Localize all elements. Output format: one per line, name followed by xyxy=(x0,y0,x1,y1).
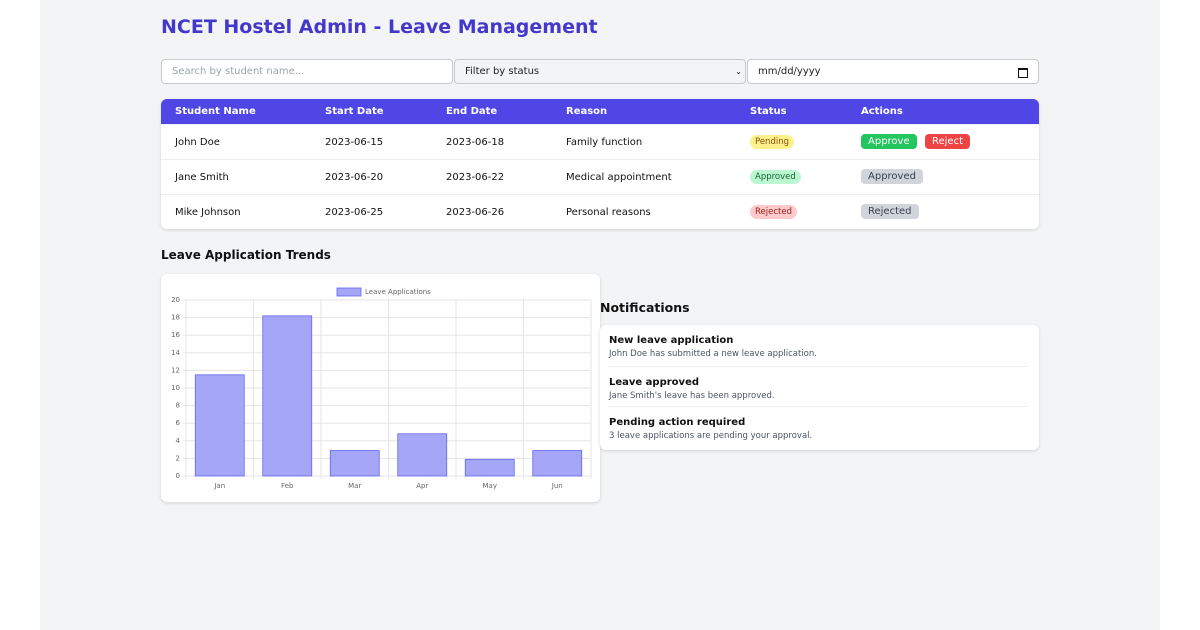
y-tick-label: 16 xyxy=(171,331,180,339)
bar xyxy=(532,450,583,477)
table-row: Jane Smith 2023-06-20 2023-06-22 Medical ap… xyxy=(161,159,1039,195)
cell: Jane Smith xyxy=(175,172,229,183)
cell: 2023-06-26 xyxy=(446,207,505,218)
legend-swatch xyxy=(336,287,362,297)
chart-card: 0 2 4 6 8 10 12 14 16 18 20 Leave Applications Jan Fe… xyxy=(161,274,600,502)
cell: 2023-06-25 xyxy=(325,207,384,218)
table-row: John Doe 2023-06-15 2023-06-18 Family funct… xyxy=(161,124,1039,160)
bar xyxy=(464,458,515,477)
notification: New leave application John Doe has submit… xyxy=(609,325,1029,365)
notification: Leave approved Jane Smith's leave has bee… xyxy=(609,365,1029,407)
y-tick-label: 12 xyxy=(171,366,180,374)
y-tick-label: 6 xyxy=(176,419,181,427)
notification-title: New leave application xyxy=(609,335,734,346)
status-badge: Rejected xyxy=(750,205,797,219)
x-tick-label: May xyxy=(483,482,497,490)
bar xyxy=(397,433,448,477)
column-header: Student Name xyxy=(175,106,256,117)
table-header: Student Name Start Date End Date Reason Stat… xyxy=(161,99,1039,124)
cell: Family function xyxy=(566,137,643,148)
status-filter-label: Filter by status xyxy=(465,66,540,77)
date-input[interactable]: mm/dd/yyyy xyxy=(747,59,1039,84)
cell: 2023-06-15 xyxy=(325,137,384,148)
search-input[interactable]: Search by student name... xyxy=(161,59,453,84)
bar xyxy=(194,374,245,477)
chart: 0 2 4 6 8 10 12 14 16 18 20 Leave Applications Jan Fe… xyxy=(171,287,592,490)
y-tick-label: 4 xyxy=(176,437,181,445)
x-tick-label: Apr xyxy=(416,482,428,490)
bar xyxy=(329,450,380,477)
y-tick-label: 14 xyxy=(171,349,180,357)
notification-title: Pending action required xyxy=(609,417,746,428)
notification-text: John Doe has submitted a new leave appli… xyxy=(609,349,817,359)
notification-text: Jane Smith's leave has been approved. xyxy=(609,390,775,401)
x-tick-label: Jan xyxy=(213,482,225,490)
leave-table: Student Name Start Date End Date Reason Stat… xyxy=(161,99,1039,229)
action-button: Approved xyxy=(861,169,923,184)
action-button[interactable]: Approve xyxy=(861,134,917,149)
bar xyxy=(262,315,313,477)
notification-text: 3 leave applications are pending your ap… xyxy=(609,431,813,441)
column-header: Actions xyxy=(861,106,903,117)
y-tick-label: 2 xyxy=(176,454,180,462)
calendar-icon xyxy=(1018,68,1028,78)
status-badge: Approved xyxy=(750,170,801,184)
cell: Mike Johnson xyxy=(175,207,241,218)
section-title: Leave Application Trends xyxy=(161,248,331,262)
y-tick-label: 18 xyxy=(171,314,180,322)
x-tick-label: Feb xyxy=(281,482,294,490)
dropdown-arrow: ⌄ xyxy=(735,67,742,76)
date-placeholder: mm/dd/yyyy xyxy=(758,66,821,77)
notification: Pending action required 3 leave applicati… xyxy=(609,406,1029,447)
notifications-card: New leave application John Doe has submit… xyxy=(600,325,1039,450)
x-tick-label: Jun xyxy=(551,482,563,490)
cell: Medical appointment xyxy=(566,172,672,183)
status-badge: Pending xyxy=(750,135,794,149)
y-tick-label: 8 xyxy=(176,402,180,410)
cell: 2023-06-22 xyxy=(446,172,505,183)
column-header: Reason xyxy=(566,106,608,117)
column-header: Status xyxy=(750,106,787,117)
notification-title: Leave approved xyxy=(609,376,700,388)
y-tick-label: 0 xyxy=(176,472,180,480)
status-filter[interactable]: Filter by status ⌄ xyxy=(454,59,746,84)
x-tick-label: Mar xyxy=(348,482,361,490)
action-button[interactable]: Reject xyxy=(925,134,971,149)
section-title: Notifications xyxy=(600,300,690,315)
cell: 2023-06-18 xyxy=(446,137,505,148)
action-button: Rejected xyxy=(861,204,919,219)
legend-label: Leave Applications xyxy=(365,288,431,296)
y-tick-label: 20 xyxy=(171,296,180,304)
column-header: Start Date xyxy=(325,106,384,117)
cell: John Doe xyxy=(175,137,220,148)
table-row: Mike Johnson 2023-06-25 2023-06-26 Personal… xyxy=(161,194,1039,229)
column-header: End Date xyxy=(446,106,498,117)
cell: 2023-06-20 xyxy=(325,172,384,183)
page-title: NCET Hostel Admin - Leave Management xyxy=(161,16,598,38)
cell: Personal reasons xyxy=(566,207,651,218)
y-tick-label: 10 xyxy=(171,384,180,392)
